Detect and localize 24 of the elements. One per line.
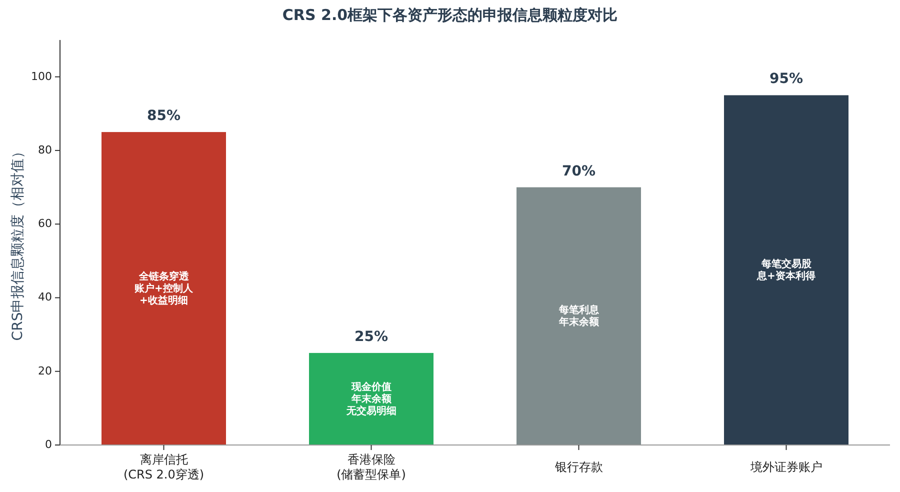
- data-label: 25%: [354, 328, 388, 345]
- y-tick-label: 0: [45, 438, 52, 452]
- annotation: 每笔利息年末余额: [558, 304, 600, 328]
- annotation: 每笔交易股息+资本利得: [756, 258, 816, 282]
- annotation: 现金价值年末余额无交易明细: [345, 380, 396, 417]
- bar: [102, 132, 226, 445]
- annotation: 全链条穿透账户+控制人+收益明细: [134, 270, 194, 306]
- y-tick-label: 60: [38, 217, 52, 230]
- bar: [309, 352, 434, 445]
- bar: [724, 95, 848, 445]
- y-axis-title: CRS申报信息颗粒度（相对值）: [10, 144, 26, 341]
- x-tick-label: 离岸信托 (CRS 2.0穿透): [123, 452, 204, 482]
- data-label: 95%: [769, 71, 804, 88]
- y-tick-label: 100: [31, 70, 52, 83]
- data-label: 70%: [562, 163, 596, 180]
- bar: [516, 187, 641, 445]
- y-tick-label: 40: [38, 290, 52, 304]
- y-tick-label: 80: [38, 143, 52, 156]
- y-tick-label: 20: [38, 364, 52, 378]
- x-tick-label: 境外证券账户: [749, 460, 822, 474]
- chart-title: CRS 2.0框架下各资产形态的申报信息颗粒度对比: [282, 6, 618, 24]
- x-tick-label: 香港保险 (储蓄型保单): [336, 452, 406, 482]
- data-label: 85%: [146, 108, 181, 124]
- x-tick-label: 银行存款: [554, 460, 603, 474]
